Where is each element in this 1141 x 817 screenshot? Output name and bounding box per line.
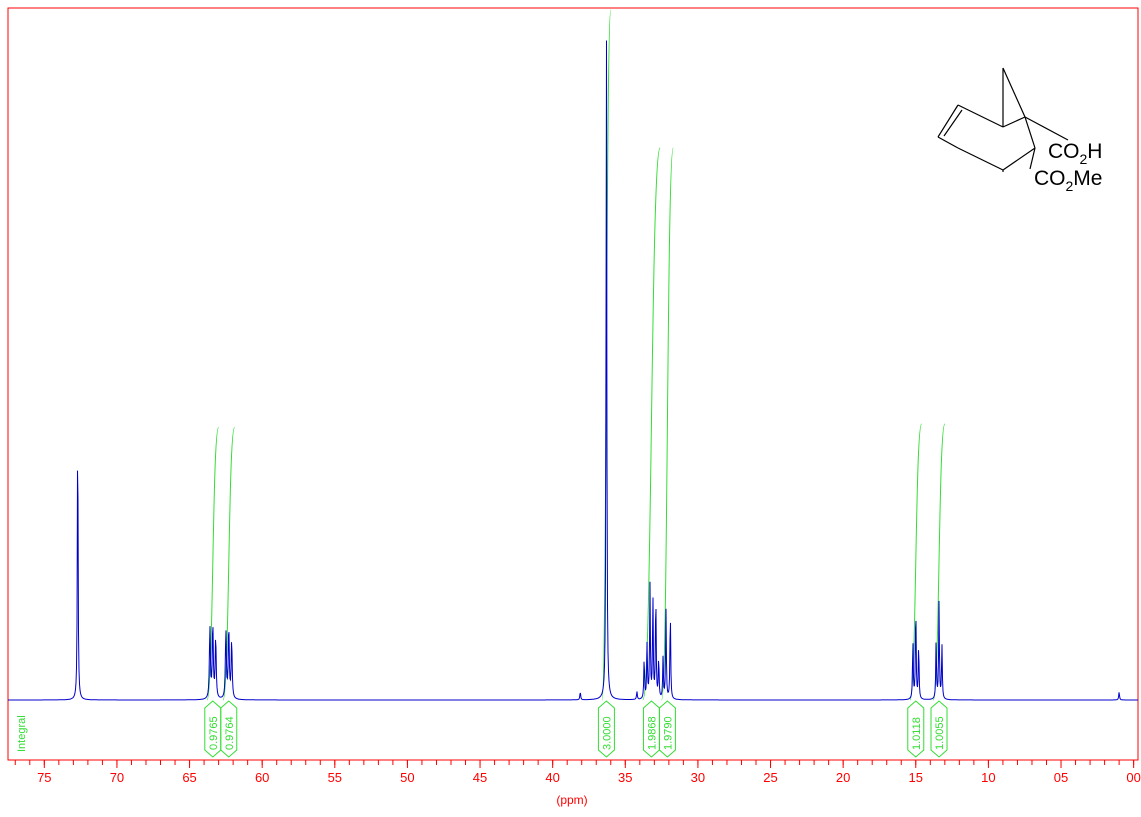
- integral-labels: 0.9765 0.9764 3.0000 1.9868 1.9790 1.0118 1.00…: [205, 701, 947, 757]
- x-tick-label: 15: [909, 770, 923, 785]
- x-tick-label: 60: [255, 770, 269, 785]
- integral-curve: [207, 427, 219, 700]
- x-tick-label: 70: [110, 770, 124, 785]
- x-axis-label: (ppm): [556, 793, 587, 807]
- ester-label: CO2Me: [1034, 167, 1102, 194]
- x-tick-label: 30: [691, 770, 705, 785]
- bond: [1003, 117, 1025, 127]
- x-tick-label: 10: [981, 770, 995, 785]
- integral-curves: [207, 10, 945, 700]
- x-tick-label: 00: [1126, 770, 1140, 785]
- x-tick-label: 40: [545, 770, 559, 785]
- bond: [958, 148, 1003, 170]
- integral-curve: [643, 148, 660, 700]
- integral-curve: [223, 427, 235, 700]
- x-tick-label: 65: [182, 770, 196, 785]
- x-tick-label: 05: [1054, 770, 1068, 785]
- x-tick-label: 50: [400, 770, 414, 785]
- integral-value: 1.9790: [662, 716, 674, 750]
- x-tick-label: 35: [618, 770, 632, 785]
- integral-curve: [933, 424, 945, 700]
- integral-value: 0.9764: [224, 716, 236, 750]
- x-tick-label: 45: [473, 770, 487, 785]
- integral-value: 1.0118: [911, 717, 923, 750]
- bond: [958, 105, 1003, 127]
- x-tick-label: 75: [37, 770, 51, 785]
- integral-curve: [662, 148, 674, 700]
- x-tick-label: 20: [836, 770, 850, 785]
- acid-label: CO2H: [1048, 140, 1102, 167]
- spectrum-trace: [8, 41, 1138, 701]
- integral-axis-label: Integral: [16, 715, 28, 752]
- integral-value: 1.9868: [646, 716, 658, 750]
- x-axis: 75 70 65 60 55 50 45 40 35 30 25 20 15 10 05 00: [15, 760, 1141, 785]
- integral-value: 3.0000: [601, 716, 613, 750]
- bridge-bond: [1003, 68, 1025, 117]
- integral-value: 1.0055: [934, 716, 946, 750]
- x-tick-label: 25: [763, 770, 777, 785]
- integral-value: 0.9765: [208, 716, 220, 750]
- x-tick-label: 55: [328, 770, 342, 785]
- integral-curve: [910, 424, 922, 700]
- plot-frame: [8, 8, 1138, 760]
- bond: [938, 137, 958, 148]
- spectrum-layer: [8, 10, 1138, 700]
